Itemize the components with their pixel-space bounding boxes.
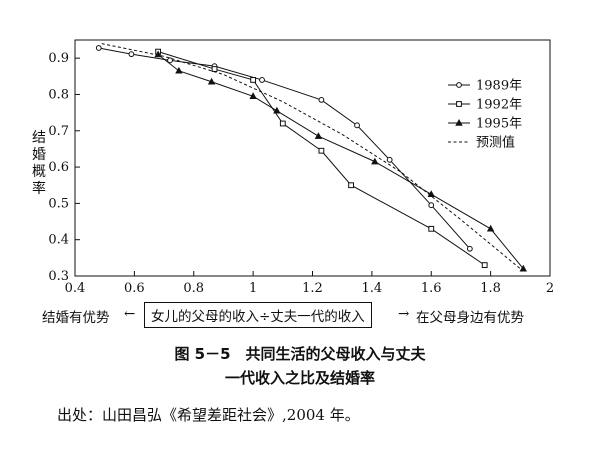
legend-item-1: 1989年 [448, 79, 522, 94]
series-4 [101, 43, 521, 270]
legend-label: 1992年 [476, 98, 522, 113]
x-axis-right-label: 在父母身边有优势 [416, 310, 524, 326]
y-tick-label: 0.7 [48, 124, 69, 139]
legend-item-4: 预测值 [448, 135, 515, 151]
data-point [314, 132, 323, 139]
data-point [154, 50, 162, 58]
data-point [486, 224, 495, 232]
data-point [348, 182, 354, 189]
y-tick-label: 0.4 [48, 233, 69, 248]
data-point [250, 77, 257, 83]
chart: 0.4 0.6 0.8 1 1.2 1.4 1.6 1.8 20.30.40.50.60.70.… [48, 39, 554, 296]
series-3 [154, 50, 527, 272]
data-point [318, 97, 325, 103]
figure-caption-line1: 图 5－5 共同生活的父母收入与丈夫 [174, 345, 426, 363]
series-line [157, 54, 524, 270]
x-tick-label: 1.2 [302, 281, 323, 296]
data-point [249, 92, 257, 99]
x-axis-description: 结婚有优势 ← 女儿的父母的收入÷丈夫一代的收入 → 在父母身边有优势 [0, 302, 600, 328]
series-layer [95, 43, 527, 272]
data-point [466, 245, 473, 252]
data-point [128, 51, 135, 58]
x-tick-label: 1.6 [421, 281, 442, 296]
x-tick-label: 0.4 [65, 281, 86, 296]
y-tick-label: 0.9 [48, 51, 69, 66]
source-note: 出处：山田昌弘《希望差距社会》,2004 年。 [57, 406, 360, 424]
legend-label: 1989年 [476, 79, 522, 94]
x-tick-label: 1.8 [480, 281, 501, 296]
legend-label: 1995年 [476, 117, 522, 132]
legend-marker [456, 101, 462, 107]
data-point [371, 157, 379, 165]
y-tick-label: 0.6 [48, 160, 69, 175]
x-tick-label: 0.6 [124, 281, 145, 296]
data-point [211, 66, 218, 72]
y-tick-label: 0.5 [48, 196, 69, 211]
figure-caption-line2: 一代收入之比及结婚率 [224, 369, 375, 387]
legend-item-2: 1992年 [448, 98, 522, 113]
data-point [428, 202, 435, 209]
x-tick-label: 0.8 [183, 281, 204, 296]
data-point [318, 147, 325, 154]
data-point [175, 66, 183, 74]
series-line [157, 51, 485, 266]
left-arrow-icon: ← [124, 306, 136, 322]
data-point [386, 156, 393, 163]
x-axis-left-label: 结婚有优势 [42, 310, 110, 326]
y-axis-label: 结婚概率 [32, 130, 46, 197]
data-point [259, 77, 265, 83]
data-point [273, 106, 281, 114]
plot-frame [74, 39, 551, 277]
data-point [279, 120, 286, 127]
series-2 [155, 48, 488, 269]
legend-label: 预测值 [476, 135, 515, 151]
data-point [428, 225, 435, 232]
data-point [167, 57, 173, 64]
series-line [101, 43, 521, 270]
data-point [95, 45, 102, 51]
data-point [481, 262, 488, 269]
legend-marker [456, 82, 462, 88]
x-axis-center-label: 女儿的父母的收入÷丈夫一代的收入 [144, 302, 372, 328]
data-point [519, 264, 527, 272]
y-tick-label: 0.3 [48, 269, 69, 284]
series-line [98, 47, 471, 250]
data-point [207, 77, 216, 85]
axes: 0.4 0.6 0.8 1 1.2 1.4 1.6 1.8 20.30.40.50.60.70.… [48, 39, 554, 296]
legend-item-3: 1995年 [448, 117, 522, 132]
x-tick-label: 1 [249, 281, 257, 296]
y-tick-label: 0.8 [48, 87, 69, 102]
legend-marker [455, 118, 463, 126]
right-arrow-icon: → [398, 306, 410, 322]
data-point [354, 122, 360, 129]
x-tick-label: 2 [546, 281, 554, 296]
x-tick-label: 1.4 [362, 281, 383, 296]
